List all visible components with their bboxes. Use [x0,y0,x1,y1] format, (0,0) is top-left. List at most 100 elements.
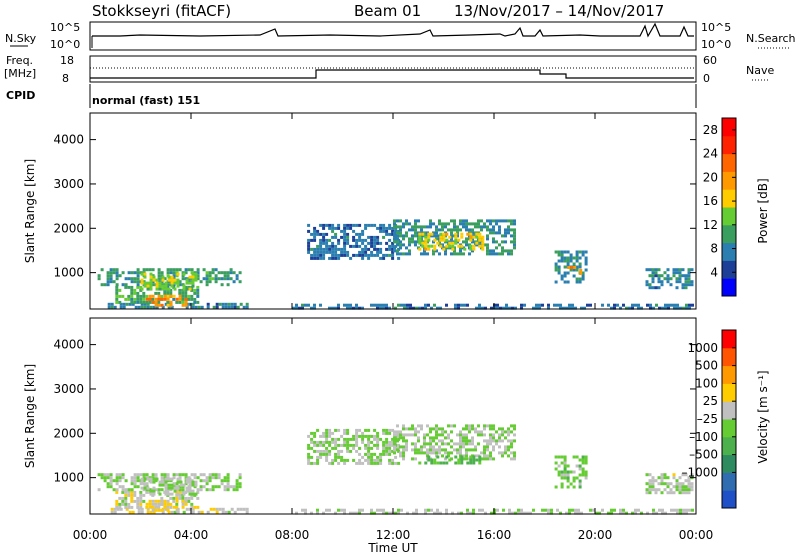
heatmap-cell [420,237,423,241]
heatmap-cell [358,253,362,257]
heatmap-cell [388,443,392,447]
heatmap-cell [634,508,637,512]
heatmap-cell [441,439,444,443]
heatmap-cell [328,250,332,254]
heatmap-cell [169,271,173,275]
heatmap-cell [436,455,440,459]
heatmap-cell [229,271,233,275]
heatmap-cell [411,228,414,232]
heatmap-cell [194,492,198,496]
heatmap-cell [322,238,326,242]
heatmap-cell [343,437,347,441]
heatmap-cell [190,496,194,500]
heatmap-cell [160,502,164,506]
heatmap-cell [562,306,565,310]
heatmap-cell [181,274,185,278]
heatmap-cell [349,443,353,447]
heatmap-cell [423,231,426,235]
heatmap-cell [242,507,246,511]
heatmap-cell [190,288,194,292]
heatmap-cell [513,427,516,431]
heatmap-cell [444,252,447,256]
heatmap-cell [379,250,383,254]
heatmap-cell [457,306,460,310]
heatmap-cell [140,287,144,291]
heatmap-cell [127,490,131,494]
heatmap-cell [157,300,161,304]
heatmap-cell [510,445,513,449]
heatmap-cell [340,443,344,447]
heatmap-cell [316,511,319,515]
heatmap-cell [571,508,574,512]
heatmap-cell [575,280,579,284]
heatmap-cell [173,486,177,490]
heatmap-cell [520,303,523,307]
heatmap-cell [331,235,335,239]
heatmap-cell [346,238,350,242]
heatmap-cell [418,306,421,310]
heatmap-cell [143,302,147,306]
heatmap-cell [131,302,135,306]
heatmap-cell [501,451,504,455]
heatmap-cell [133,485,137,489]
heatmap-cell [124,297,128,301]
heatmap-cell [391,244,395,248]
heatmap-cell [319,434,323,438]
heatmap-cell [489,451,492,455]
heatmap-cell [474,243,477,247]
heatmap-cell [385,437,389,441]
heatmap-cell [472,461,476,465]
heatmap-cell [468,439,471,443]
heatmap-cell [146,510,150,514]
heatmap-cell [226,482,230,486]
heatmap-cell [313,232,317,236]
heatmap-cell [202,277,206,281]
heatmap-cell [106,271,110,275]
heatmap-cell [429,234,432,238]
heatmap-cell [292,306,295,310]
heatmap-cell [492,225,495,229]
heatmap-cell [554,467,558,471]
heatmap-cell [408,228,411,232]
heatmap-cell [170,284,174,288]
heatmap-cell [145,268,149,272]
heatmap-cell [450,457,453,461]
heatmap-cell [385,443,389,447]
heatmap-cell [109,473,113,477]
heatmap-cell [444,246,447,250]
heatmap-cell [423,439,426,443]
heatmap-cell [373,238,377,242]
heatmap-cell [459,436,462,440]
heatmap-cell [675,271,679,275]
heatmap-cell [157,268,161,272]
heatmap-cell [409,306,412,310]
heatmap-cell [152,278,156,282]
heatmap-cell [110,302,114,306]
heatmap-cell [405,246,408,250]
heatmap-cell [513,243,516,247]
heatmap-cell [361,232,365,236]
heatmap-cell [310,446,314,450]
heatmap-cell [393,433,396,437]
heatmap-cell [664,511,667,515]
heatmap-cell [163,277,167,281]
heatmap-cell [239,507,243,511]
heatmap-cell [388,431,392,435]
heatmap-cell [193,297,197,301]
heatmap-cell [373,452,377,456]
heatmap-cell [672,274,676,278]
heatmap-cell [444,436,447,440]
heatmap-cell [645,268,649,272]
heatmap-cell [343,235,347,239]
heatmap-cell [181,502,185,506]
heatmap-cell [417,424,420,428]
heatmap-cell [613,303,616,307]
heatmap-cell [167,287,171,291]
heatmap-cell [406,511,409,515]
x-tick-label: 08:00 [275,528,310,542]
heatmap-cell [465,424,468,428]
heatmap-cell [157,508,161,512]
heatmap-cell [411,240,414,244]
heatmap-cell [678,482,682,486]
heatmap-cell [411,424,414,428]
